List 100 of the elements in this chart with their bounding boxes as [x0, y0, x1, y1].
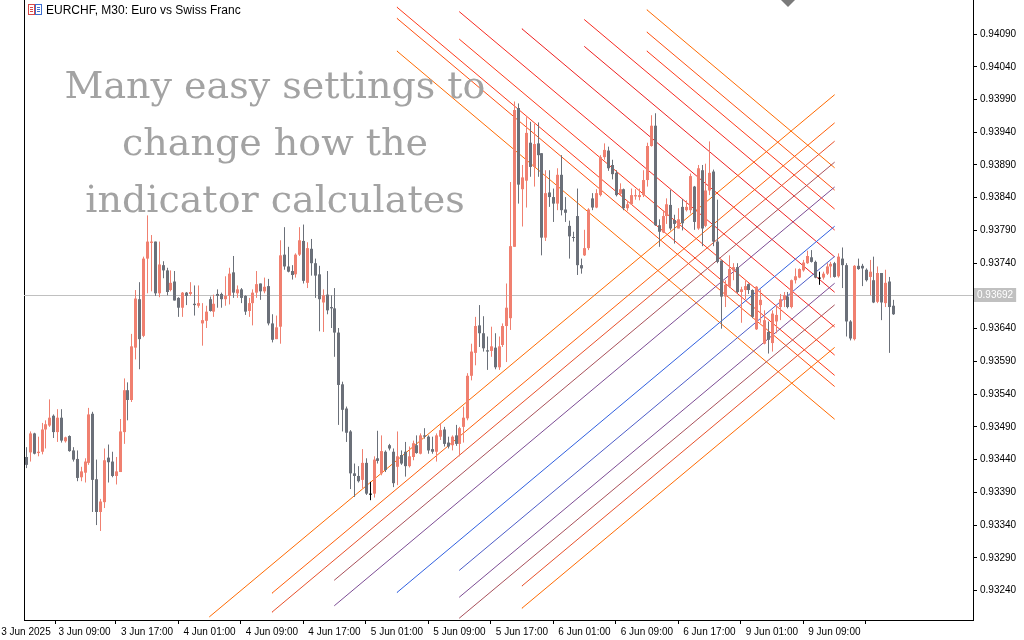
chart-title: EURCHF, M30: Euro vs Swiss Franc — [46, 3, 241, 17]
candlestick — [326, 270, 329, 315]
y-tick-label: 0.93290 — [980, 551, 1017, 563]
candlestick — [29, 430, 32, 463]
candlestick — [767, 320, 770, 355]
y-tick-label: 0.93990 — [980, 93, 1017, 105]
candlestick — [841, 246, 844, 289]
y-tick-label: 0.93540 — [980, 387, 1017, 399]
candlestick — [607, 146, 610, 172]
candlestick — [482, 315, 485, 353]
candlestick — [408, 446, 411, 468]
candlestick — [568, 220, 571, 260]
candlestick — [872, 256, 875, 304]
candlestick — [271, 313, 274, 343]
candlestick — [56, 408, 59, 443]
candlestick — [232, 255, 235, 299]
candlestick — [376, 430, 379, 465]
candlestick — [837, 252, 840, 279]
candlestick — [552, 188, 555, 223]
y-tick-label: 0.93340 — [980, 518, 1017, 530]
x-tick-label: 6 Jun 09:00 — [620, 625, 674, 637]
candlestick — [443, 426, 446, 448]
x-tick-label: 6 Jun 01:00 — [558, 625, 611, 637]
candlestick — [197, 284, 200, 309]
candlestick — [166, 267, 169, 296]
candlestick — [48, 398, 51, 428]
candlestick — [564, 196, 567, 223]
candlestick — [423, 427, 426, 440]
x-tick-label: 4 Jun 17:00 — [308, 625, 362, 637]
candlestick — [314, 258, 317, 299]
x-tick-label: 3 Jun 2025 — [1, 625, 52, 637]
candlestick — [353, 463, 356, 498]
candlestick — [181, 291, 184, 318]
candlestick — [255, 270, 258, 299]
candlestick — [763, 309, 766, 345]
candlestick — [740, 286, 743, 324]
candlestick — [869, 259, 872, 296]
x-tick-label: 5 Jun 17:00 — [495, 625, 549, 637]
candlestick — [126, 381, 129, 421]
x-tick-label: 5 Jun 01:00 — [370, 625, 424, 637]
y-tick-label: 0.94090 — [980, 27, 1017, 39]
candlestick — [216, 288, 219, 309]
candlestick — [462, 406, 465, 444]
y-tick-label: 0.93390 — [980, 486, 1017, 498]
candlestick — [60, 408, 63, 444]
candlestick — [404, 441, 407, 478]
candlestick — [369, 481, 372, 501]
candlestick — [458, 426, 461, 457]
candlestick — [490, 326, 493, 358]
candlestick — [310, 238, 313, 277]
candlestick — [486, 336, 489, 371]
candlestick — [548, 169, 551, 208]
y-tick-label: 0.93940 — [980, 126, 1017, 137]
candlestick — [818, 271, 821, 286]
candlestick — [779, 293, 782, 321]
candlestick — [708, 140, 711, 196]
candlestick — [169, 269, 172, 292]
x-tick-label: 9 Jun 09:00 — [808, 625, 861, 637]
x-tick-label: 3 Jun 17:00 — [120, 625, 174, 637]
candlestick — [52, 413, 55, 439]
candlestick — [642, 169, 645, 198]
candlestick — [224, 275, 227, 307]
candlestick — [361, 448, 364, 489]
x-tick-label: 3 Jun 09:00 — [58, 625, 112, 637]
candlestick — [283, 226, 286, 271]
candlestick — [251, 288, 254, 326]
y-tick-label: 0.93490 — [980, 420, 1017, 432]
candlestick — [615, 169, 618, 197]
candlestick — [322, 288, 325, 333]
x-tick-label: 5 Jun 09:00 — [433, 625, 487, 637]
candlestick — [228, 267, 231, 305]
candlestick — [201, 302, 204, 347]
candlestick — [427, 434, 430, 455]
x-tick-label: 4 Jun 09:00 — [245, 625, 299, 637]
candlestick — [41, 422, 44, 455]
candlestick — [146, 214, 149, 294]
candlestick — [396, 430, 399, 486]
y-tick-label: 0.93790 — [980, 224, 1017, 236]
y-tick-label: 0.93240 — [980, 584, 1017, 596]
candlestick — [76, 449, 79, 482]
candlestick — [849, 319, 852, 341]
candlestick — [650, 114, 653, 148]
x-tick-label: 6 Jun 17:00 — [683, 625, 736, 637]
y-tick-label: 0.93840 — [980, 191, 1017, 203]
candlestick — [384, 449, 387, 473]
annotation: Many easy settings to change how the indicator calculates — [63, 62, 487, 223]
candlestick — [669, 189, 672, 231]
candlestick — [681, 198, 684, 231]
y-tick-label: 0.93440 — [980, 453, 1017, 465]
y-tick-label: 0.93640 — [980, 322, 1017, 334]
candlestick — [380, 434, 383, 476]
ref-line-label: 0.93692 — [977, 289, 1014, 301]
y-tick-label: 0.93740 — [980, 256, 1017, 268]
candlestick — [415, 434, 418, 455]
candlestick — [455, 424, 458, 447]
candlestick — [25, 446, 28, 469]
candlestick — [111, 451, 114, 478]
candlestick — [435, 432, 438, 463]
candlestick — [478, 304, 481, 348]
candlestick — [287, 246, 290, 273]
